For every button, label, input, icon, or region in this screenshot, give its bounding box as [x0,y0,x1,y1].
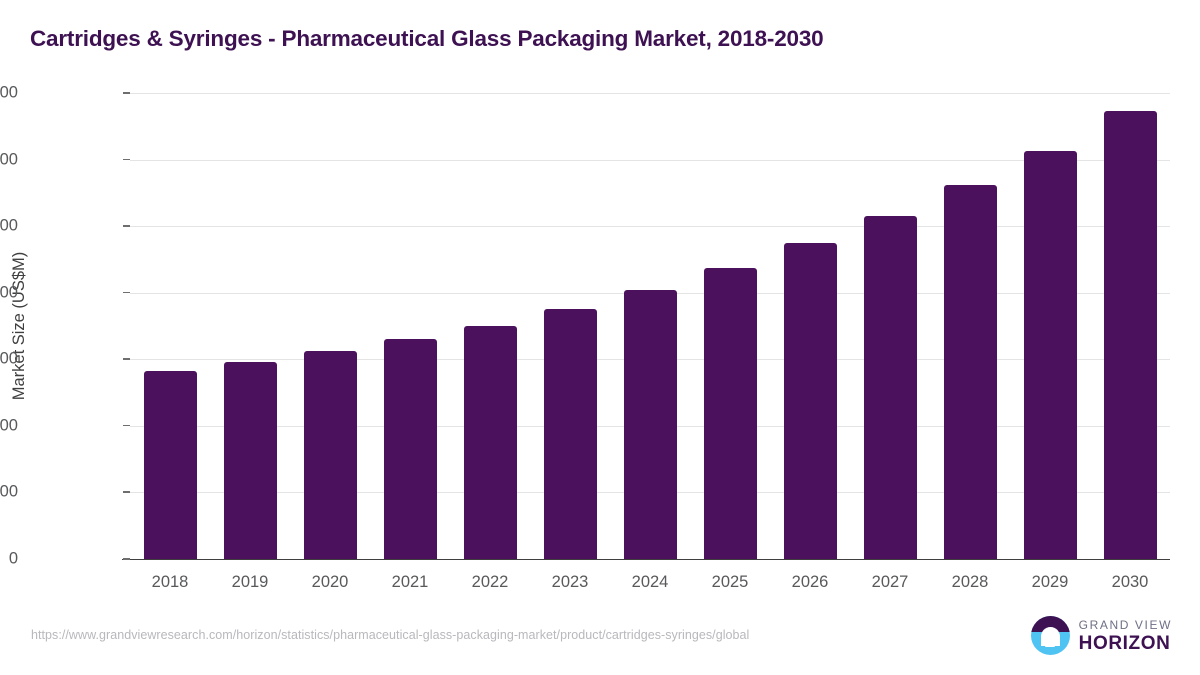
y-tick-label: 1500 [0,349,18,368]
bar[interactable] [623,290,677,559]
bar[interactable] [303,351,357,559]
bar[interactable] [223,361,277,559]
icon-top-half [1030,616,1070,633]
x-tick-label: 2020 [311,573,349,591]
bar[interactable] [383,338,437,559]
y-tick-label: 0 [8,549,18,568]
icon-line-upper [1042,640,1059,643]
bar-slot: 2019 [210,93,290,591]
gridline [130,226,1170,228]
y-tick-label: 2000 [0,283,18,302]
x-tick-label: 2024 [631,573,669,591]
y-tick-mark [123,358,130,360]
x-tick-label: 2028 [951,573,989,591]
x-tick-label: 2021 [391,573,429,591]
horizon-sunrise-icon [1030,616,1070,655]
bar[interactable] [783,242,837,559]
y-tick-mark [123,291,130,294]
bar-slot: 2025 [690,93,770,591]
bar-slot: 2030 [1090,93,1170,591]
y-tick-label: 500 [0,482,18,501]
page-title: Cartridges & Syringes - Pharmaceutical G… [30,26,824,51]
bar-slot: 2018 [130,93,210,591]
bar-slot: 2026 [770,93,850,591]
y-tick-mark [123,558,130,560]
plot-area: 2018 2019 2020 2021 2022 2023 2024 2025 2026 2027… [122,93,1170,591]
bar[interactable] [863,216,917,559]
bar-slot: 2023 [530,93,610,591]
y-tick-mark [123,158,130,161]
y-tick-mark [123,92,130,94]
bar[interactable] [703,268,757,559]
gridline [130,93,1170,94]
bar-series: 2018 2019 2020 2021 2022 2023 2024 2025 2026 2027… [130,93,1170,591]
bar[interactable] [463,326,517,559]
grand-view-horizon-logo[interactable]: GRAND VIEW HORIZON [1030,616,1172,655]
x-tick-label: 2018 [151,573,189,591]
x-axis-line [122,558,1170,560]
x-tick-label: 2025 [711,573,749,591]
y-tick-label: 2500 [0,216,18,235]
bar[interactable] [1103,110,1157,559]
y-tick-label: 3500 [0,83,18,102]
bar[interactable] [143,371,197,559]
y-tick-mark [123,225,130,227]
bar-slot: 2028 [930,93,1010,591]
y-tick-mark [123,424,130,427]
x-tick-label: 2026 [791,573,829,591]
x-tick-label: 2022 [471,573,509,591]
bar[interactable] [543,308,597,559]
y-tick-label: 1000 [0,416,18,435]
x-tick-label: 2029 [1031,573,1069,591]
x-tick-label: 2019 [231,573,269,591]
bar[interactable] [943,184,997,559]
logo-top-text: GRAND VIEW [1078,617,1172,632]
bar-slot: 2027 [850,93,930,591]
icon-dome [1040,626,1060,646]
bar-slot: 2020 [290,93,370,591]
y-axis-title: Market Size (US$M) [10,251,28,401]
icon-line-lower [1045,644,1056,647]
x-tick-label: 2027 [871,573,909,591]
y-tick-mark [123,491,130,493]
bar[interactable] [1023,150,1077,559]
source-url[interactable]: https://www.grandviewresearch.com/horizo… [31,628,750,642]
x-tick-label: 2030 [1111,573,1149,591]
bar-slot: 2021 [370,93,450,591]
bar-slot: 2029 [1010,93,1090,591]
bar-slot: 2024 [610,93,690,591]
logo-bottom-text: HORIZON [1078,632,1171,654]
gridline [130,159,1170,161]
x-tick-label: 2023 [551,573,589,591]
bar-slot: 2022 [450,93,530,591]
logo-wordmark: GRAND VIEW HORIZON [1079,619,1172,653]
